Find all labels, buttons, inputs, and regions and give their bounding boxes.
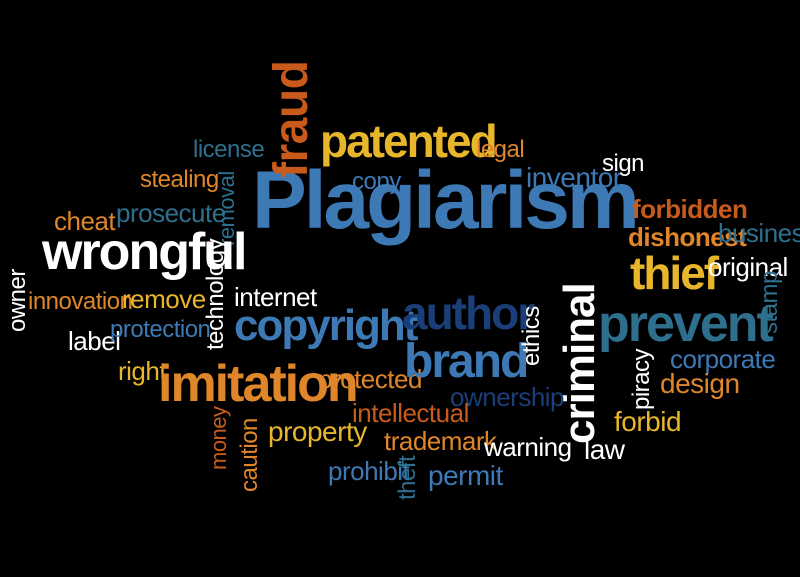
word-dishonest: dishonest [628, 222, 747, 252]
word-forbid: forbid [614, 406, 682, 437]
word-inventor: inventor [526, 162, 622, 193]
word-original: original [708, 252, 788, 282]
word-ownership: ownership [450, 382, 565, 412]
word-author: author [402, 287, 535, 339]
word-business: business [718, 218, 800, 248]
word-right: right [118, 356, 167, 386]
word-trademark: trademark [384, 426, 497, 456]
word-cheat: cheat [54, 206, 116, 236]
word-protection: protection [110, 316, 211, 343]
word-design: design [660, 368, 740, 399]
word-prevent: prevent [598, 295, 774, 353]
word-ethics: ethics [518, 306, 545, 366]
word-forbidden: forbidden [632, 194, 748, 224]
word-fraud: fraud [265, 60, 318, 179]
word-imitation: imitation [158, 355, 359, 413]
word-prohibit: prohibit [328, 456, 410, 486]
word-innovation: innovation [28, 288, 133, 315]
word-corporate: corporate [670, 344, 776, 374]
word-plagiarism: Plagiarism [252, 155, 640, 246]
word-internet: internet [234, 282, 317, 312]
word-property: property [268, 416, 367, 447]
word-copy: copy [352, 168, 401, 195]
word-law: law [584, 434, 625, 465]
word-brand: brand [404, 335, 529, 388]
word-license: license [193, 136, 265, 163]
word-label: label [68, 326, 121, 356]
word-legal: legal [476, 136, 525, 163]
word-criminal: criminal [555, 283, 604, 444]
word-thief: thief [630, 247, 719, 299]
word-prosecute: prosecute [116, 198, 226, 228]
word-patented: patented [320, 115, 498, 167]
word-sign: sign [602, 150, 645, 177]
word-piracy: piracy [628, 348, 655, 410]
word-protected: protected [318, 364, 422, 394]
word-wrongful: wrongful [42, 223, 248, 281]
word-remove: remove [122, 284, 206, 314]
word-intellectual: intellectual [352, 398, 469, 428]
word-copyright: copyright [234, 301, 418, 350]
word-owner: owner [4, 269, 31, 332]
word-stamp: stamp [756, 271, 783, 334]
word-stealing: stealing [140, 166, 219, 193]
word-money: money [206, 406, 231, 470]
word-permit: permit [428, 460, 503, 491]
word-theft: theft [394, 455, 421, 500]
word-warning: warning [484, 432, 572, 462]
word-caution: caution [236, 418, 263, 492]
